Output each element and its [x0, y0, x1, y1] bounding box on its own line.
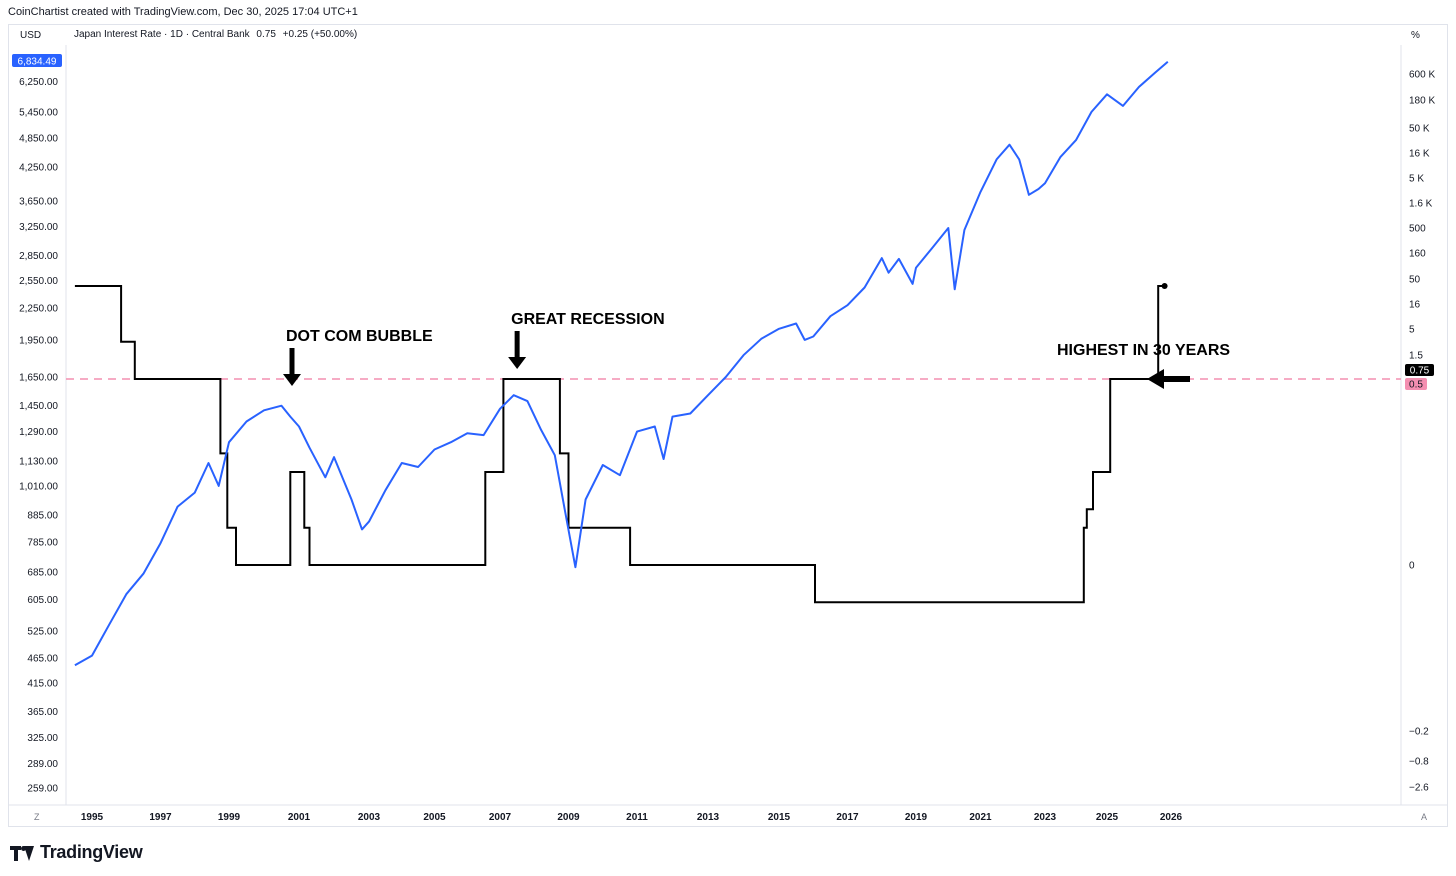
- legend-value: 0.75: [256, 29, 276, 40]
- current-rate-label: 0.75: [1410, 366, 1430, 377]
- reference-rate-badge: [1405, 378, 1427, 390]
- chart-legend[interactable]: Japan Interest Rate · 1D · Central Bank …: [74, 29, 361, 40]
- y-left-tick-label: 885.00: [27, 511, 58, 522]
- x-tick-label: 2026: [1160, 812, 1183, 823]
- x-tick-label: 2007: [489, 812, 512, 823]
- y-left-tick-label: 325.00: [27, 733, 58, 744]
- y-right-tick-label: 5 K: [1409, 174, 1424, 185]
- y-right-tick-label: 1.6 K: [1409, 199, 1433, 210]
- y-left-tick-label: 685.00: [27, 568, 58, 579]
- annotation-label: HIGHEST IN 30 YEARS: [1057, 342, 1230, 359]
- x-tick-label: 2017: [836, 812, 859, 823]
- y-left-tick-label: 365.00: [27, 707, 58, 718]
- x-tick-label: 1995: [81, 812, 104, 823]
- y-left-tick-label: 415.00: [27, 679, 58, 690]
- y-left-tick-label: 4,250.00: [19, 163, 58, 174]
- y-right-tick-label: −2.6: [1409, 783, 1429, 794]
- y-right-tick-label: 50 K: [1409, 124, 1430, 135]
- x-tick-label: 2011: [626, 812, 648, 823]
- y-left-tick-label: 1,450.00: [19, 401, 58, 412]
- y-right-tick-label: 50: [1409, 275, 1421, 286]
- y-left-tick-label: 1,290.00: [19, 427, 58, 438]
- reference-rate-label: 0.5: [1409, 380, 1423, 391]
- current-rate-badge: [1405, 364, 1434, 376]
- y-left-tick-label: 4,850.00: [19, 133, 58, 144]
- y-left-tick-label: 259.00: [27, 783, 58, 794]
- y-left-tick-label: 1,950.00: [19, 335, 58, 346]
- y-left-tick-label: 3,650.00: [19, 196, 58, 207]
- attribution-text: CoinChartist created with TradingView.co…: [8, 6, 358, 18]
- x-tick-label: 1999: [218, 812, 241, 823]
- y-left-tick-label: 2,250.00: [19, 304, 58, 315]
- y-left-tick-label: 1,650.00: [19, 373, 58, 384]
- last-price-label: 6,834.49: [18, 57, 57, 68]
- last-price-badge: [12, 54, 62, 67]
- y-right-tick-label: 600 K: [1409, 70, 1435, 81]
- series-line-sp500[interactable]: [74, 60, 1169, 667]
- y-right-tick-label: 500: [1409, 224, 1426, 235]
- timezone-toggle[interactable]: Z: [34, 812, 40, 822]
- x-tick-label: 2021: [969, 812, 992, 823]
- tradingview-logo-icon: [10, 844, 36, 862]
- y-right-tick-label: 160: [1409, 249, 1426, 260]
- y-right-tick-label: 16: [1409, 300, 1421, 311]
- y-right-tick-label: 180 K: [1409, 96, 1435, 107]
- currency-label[interactable]: USD: [20, 30, 42, 41]
- y-left-tick-label: 5,450.00: [19, 107, 58, 118]
- annotation-arrowhead: [1147, 369, 1164, 389]
- y-right-tick-label: 5: [1409, 325, 1415, 336]
- y-left-tick-label: 289.00: [27, 759, 58, 770]
- series-line-interest-rate[interactable]: [74, 285, 1165, 604]
- annotation-arrowhead: [508, 357, 527, 369]
- y-left-tick-label: 6,250.00: [19, 77, 58, 88]
- x-tick-label: 2003: [358, 812, 381, 823]
- annotation-arrowhead: [283, 374, 301, 386]
- annotation-label: GREAT RECESSION: [511, 311, 665, 328]
- x-tick-label: 2005: [423, 812, 446, 823]
- legend-symbol: Japan Interest Rate · 1D · Central Bank: [74, 29, 250, 40]
- x-tick-label: 2013: [697, 812, 720, 823]
- chart-frame: [8, 24, 1448, 827]
- y-right-tick-label: −0.2: [1409, 727, 1429, 738]
- percent-unit-label: %: [1411, 30, 1420, 41]
- y-left-tick-label: 2,850.00: [19, 251, 58, 262]
- y-right-tick-label: 0: [1409, 561, 1415, 572]
- y-left-tick-label: 525.00: [27, 627, 58, 638]
- y-right-tick-label: 16 K: [1409, 149, 1430, 160]
- y-right-tick-label: −0.8: [1409, 757, 1429, 768]
- auto-scale-toggle[interactable]: A: [1421, 812, 1428, 822]
- x-tick-label: 2009: [557, 812, 580, 823]
- y-left-tick-label: 1,010.00: [19, 481, 58, 492]
- x-tick-label: 2015: [768, 812, 791, 823]
- x-tick-label: 2001: [288, 812, 311, 823]
- x-tick-label: 2023: [1034, 812, 1057, 823]
- brand-name: TradingView: [40, 842, 143, 862]
- interest-rate-endpoint: [1161, 283, 1168, 289]
- annotation-label: DOT COM BUBBLE: [286, 328, 433, 345]
- y-left-tick-label: 3,250.00: [19, 222, 58, 233]
- tradingview-logo: TradingView: [10, 842, 143, 863]
- y-left-tick-label: 465.00: [27, 654, 58, 665]
- legend-change: +0.25 (+50.00%): [282, 29, 358, 40]
- x-tick-label: 1997: [149, 812, 172, 823]
- y-left-tick-label: 605.00: [27, 595, 58, 606]
- x-tick-label: 2019: [905, 812, 928, 823]
- y-left-tick-label: 1,130.00: [19, 456, 58, 467]
- y-left-tick-label: 2,550.00: [19, 276, 58, 287]
- x-tick-label: 2025: [1096, 812, 1119, 823]
- y-left-tick-label: 785.00: [27, 537, 58, 548]
- y-right-tick-label: 1.5: [1409, 351, 1423, 362]
